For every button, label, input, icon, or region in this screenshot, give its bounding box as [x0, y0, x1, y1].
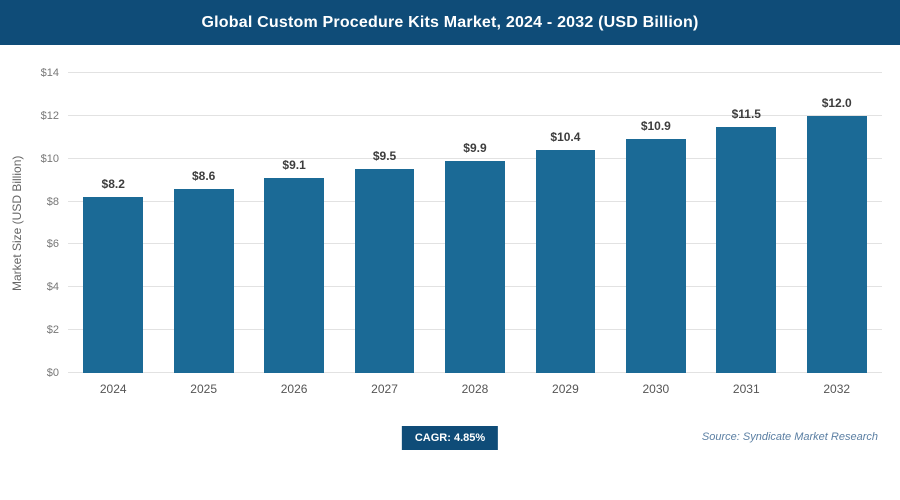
bar-column: $12.0	[792, 73, 882, 373]
bar	[83, 197, 144, 373]
y-tick-labels: $0 $2 $4 $6 $8 $10 $12 $14	[26, 67, 68, 379]
bar-value-label: $10.4	[550, 130, 581, 145]
bar-value-label: $9.1	[282, 158, 306, 172]
y-tick-label: $2	[46, 324, 59, 337]
bar	[626, 139, 686, 373]
plot-area: $8.2 $8.6 $9.1 $9.5 $9.9 $10.4 $10.9 $11.5 $12.0	[68, 72, 882, 373]
gridline	[68, 72, 882, 73]
source-credit: Source: Syndicate Market Research	[701, 431, 878, 443]
y-tick-label: $8	[46, 195, 59, 208]
chart-container: Market Size (USD Billion) $0 $2 $4 $6 $8 $10 $…	[0, 45, 900, 396]
y-tick-label: $0	[46, 367, 59, 379]
x-labels-row: 2024 2025 2026 2027 2028 2029 2030 2031 2032	[68, 373, 882, 396]
chart-title: Global Custom Procedure Kits Market, 202…	[201, 13, 699, 31]
bar	[264, 178, 324, 373]
bar	[535, 150, 596, 373]
title-bar: Global Custom Procedure Kits Market, 202…	[0, 0, 900, 45]
bar-column: $10.9	[611, 73, 701, 373]
y-axis-title: Market Size (USD Billion)	[10, 155, 24, 291]
bar-column: $9.1	[249, 73, 339, 373]
x-axis-label: 2024	[99, 382, 127, 396]
bar-value-label: $8.2	[101, 177, 125, 192]
bar	[716, 126, 777, 373]
x-axis-label: 2030	[642, 382, 670, 396]
bar-column: $8.6	[158, 73, 248, 373]
footer: CAGR: 4.85% Source: Syndicate Market Res…	[0, 418, 900, 488]
bar-column: $9.5	[339, 73, 429, 373]
bar-column: $8.2	[68, 73, 158, 373]
chart-inner: $0 $2 $4 $6 $8 $10 $12 $14 $8.2 $8.6 $9.1 $9.5 $9.9…	[26, 67, 882, 396]
x-axis-label: 2032	[823, 382, 851, 396]
bar-value-label: $8.6	[191, 168, 216, 183]
bar-value-label: $10.9	[640, 119, 671, 134]
x-axis-label: 2025	[190, 382, 217, 396]
bar-value-label: $9.5	[372, 149, 397, 164]
bar	[445, 160, 505, 373]
gridline	[68, 157, 882, 159]
plot-row: $0 $2 $4 $6 $8 $10 $12 $14 $8.2 $8.6 $9.1 $9.5 $9.9…	[26, 67, 882, 379]
x-axis-label: 2031	[732, 382, 760, 396]
x-axis-label: 2028	[461, 382, 489, 396]
bar-column: $11.5	[701, 73, 791, 373]
bar	[806, 115, 867, 373]
x-axis-label: 2027	[371, 382, 398, 396]
cagr-badge: CAGR: 4.85%	[401, 426, 499, 450]
bar	[354, 169, 415, 373]
y-tick-label: $4	[46, 281, 59, 294]
x-axis-label: 2029	[552, 382, 579, 396]
bar-column: $9.9	[430, 73, 520, 373]
y-tick-label: $6	[46, 238, 59, 251]
bar-value-label: $9.9	[463, 140, 487, 155]
y-tick-label: $10	[40, 152, 59, 165]
bar	[173, 188, 234, 373]
x-axis-label: 2026	[280, 382, 308, 396]
bars-row: $8.2 $8.6 $9.1 $9.5 $9.9 $10.4 $10.9 $11.5 $12.0	[68, 73, 882, 373]
y-tick-label: $14	[40, 67, 59, 79]
bar-value-label: $11.5	[731, 106, 761, 121]
gridline	[68, 114, 882, 116]
y-tick-label: $12	[40, 109, 59, 122]
bar-column: $10.4	[520, 73, 610, 373]
bar-value-label: $12.0	[821, 95, 852, 110]
